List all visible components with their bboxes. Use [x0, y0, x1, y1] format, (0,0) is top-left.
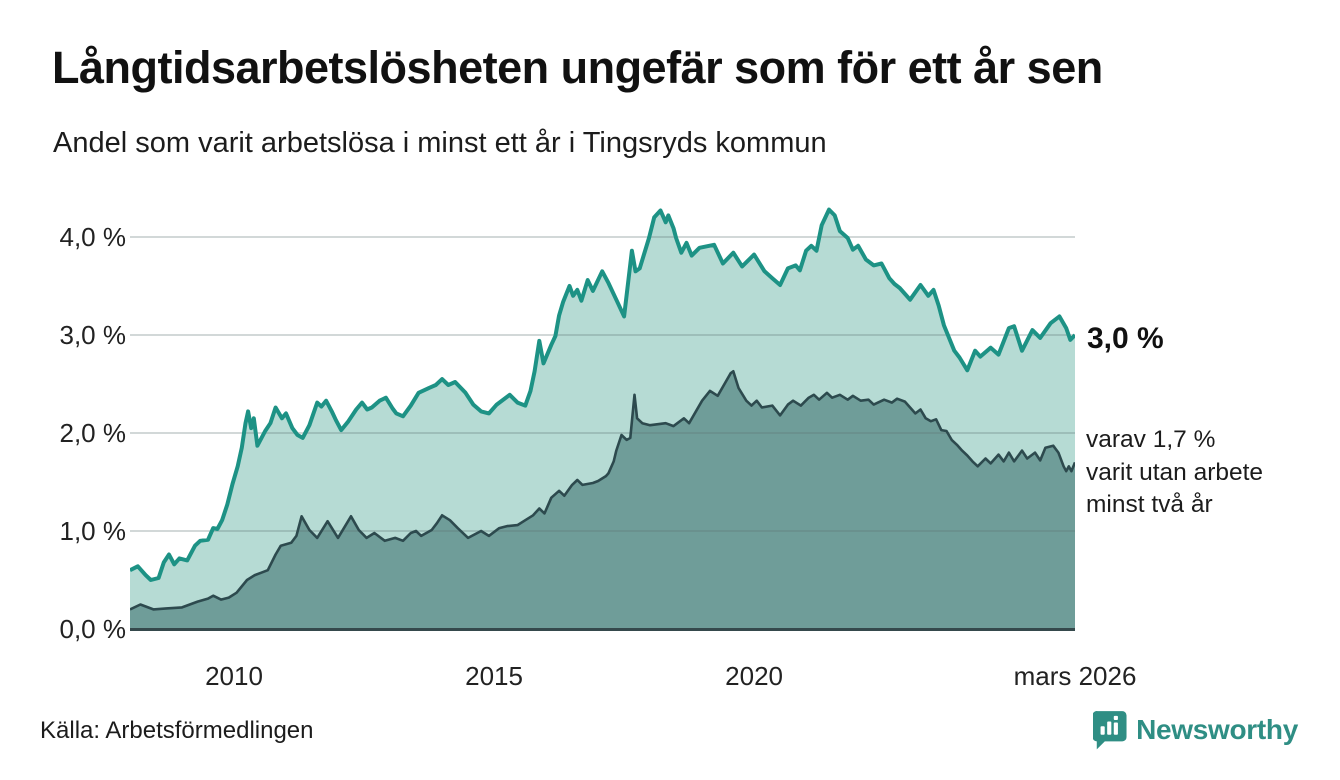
annotation-line-2: varit utan arbete [1086, 458, 1264, 486]
annotation-line-3: minst två år [1086, 491, 1213, 518]
logo-exclamation-bar [1113, 722, 1118, 735]
area-chart [130, 205, 1075, 631]
area-chart-canvas [130, 207, 1075, 631]
logo-exclamation-dot [1113, 715, 1118, 720]
page-title: Långtidsarbetslösheten ungefär som för e… [52, 42, 1103, 93]
x-tick-label: 2010 [205, 661, 263, 691]
annotation-line-1: varav 1,7 % [1086, 426, 1216, 453]
y-tick-label: 4,0 % [59, 222, 127, 252]
newsworthy-wordmark: Newsworthy [1136, 714, 1298, 745]
source-credit: Källa: Arbetsförmedlingen [40, 717, 314, 744]
y-tick-label: 0,0 % [59, 614, 127, 644]
logo-bar-short [1100, 726, 1105, 735]
series-line-over-one-year [130, 207, 1075, 582]
series-area-over-two-years [130, 371, 1075, 629]
y-tick-label: 2,0 % [59, 418, 127, 448]
y-tick-label: 1,0 % [59, 516, 127, 546]
series-line-over-two-years [130, 370, 1075, 611]
end-value-label-total: 3,0 % [1087, 322, 1164, 355]
x-tick-label: mars 2026 [1013, 661, 1137, 691]
page-subtitle: Andel som varit arbetslösa i minst ett å… [53, 127, 827, 159]
y-tick-label: 3,0 % [59, 320, 127, 350]
x-tick-label: 2015 [465, 661, 523, 691]
end-annotation-two-years: varav 1,7 % varit utan arbete minst två … [1086, 424, 1263, 522]
newsworthy-logo: Newsworthy [1093, 708, 1298, 752]
newsworthy-logo-icon [1093, 711, 1127, 750]
logo-bar-tall [1107, 721, 1112, 735]
x-tick-label: 2020 [725, 661, 784, 691]
